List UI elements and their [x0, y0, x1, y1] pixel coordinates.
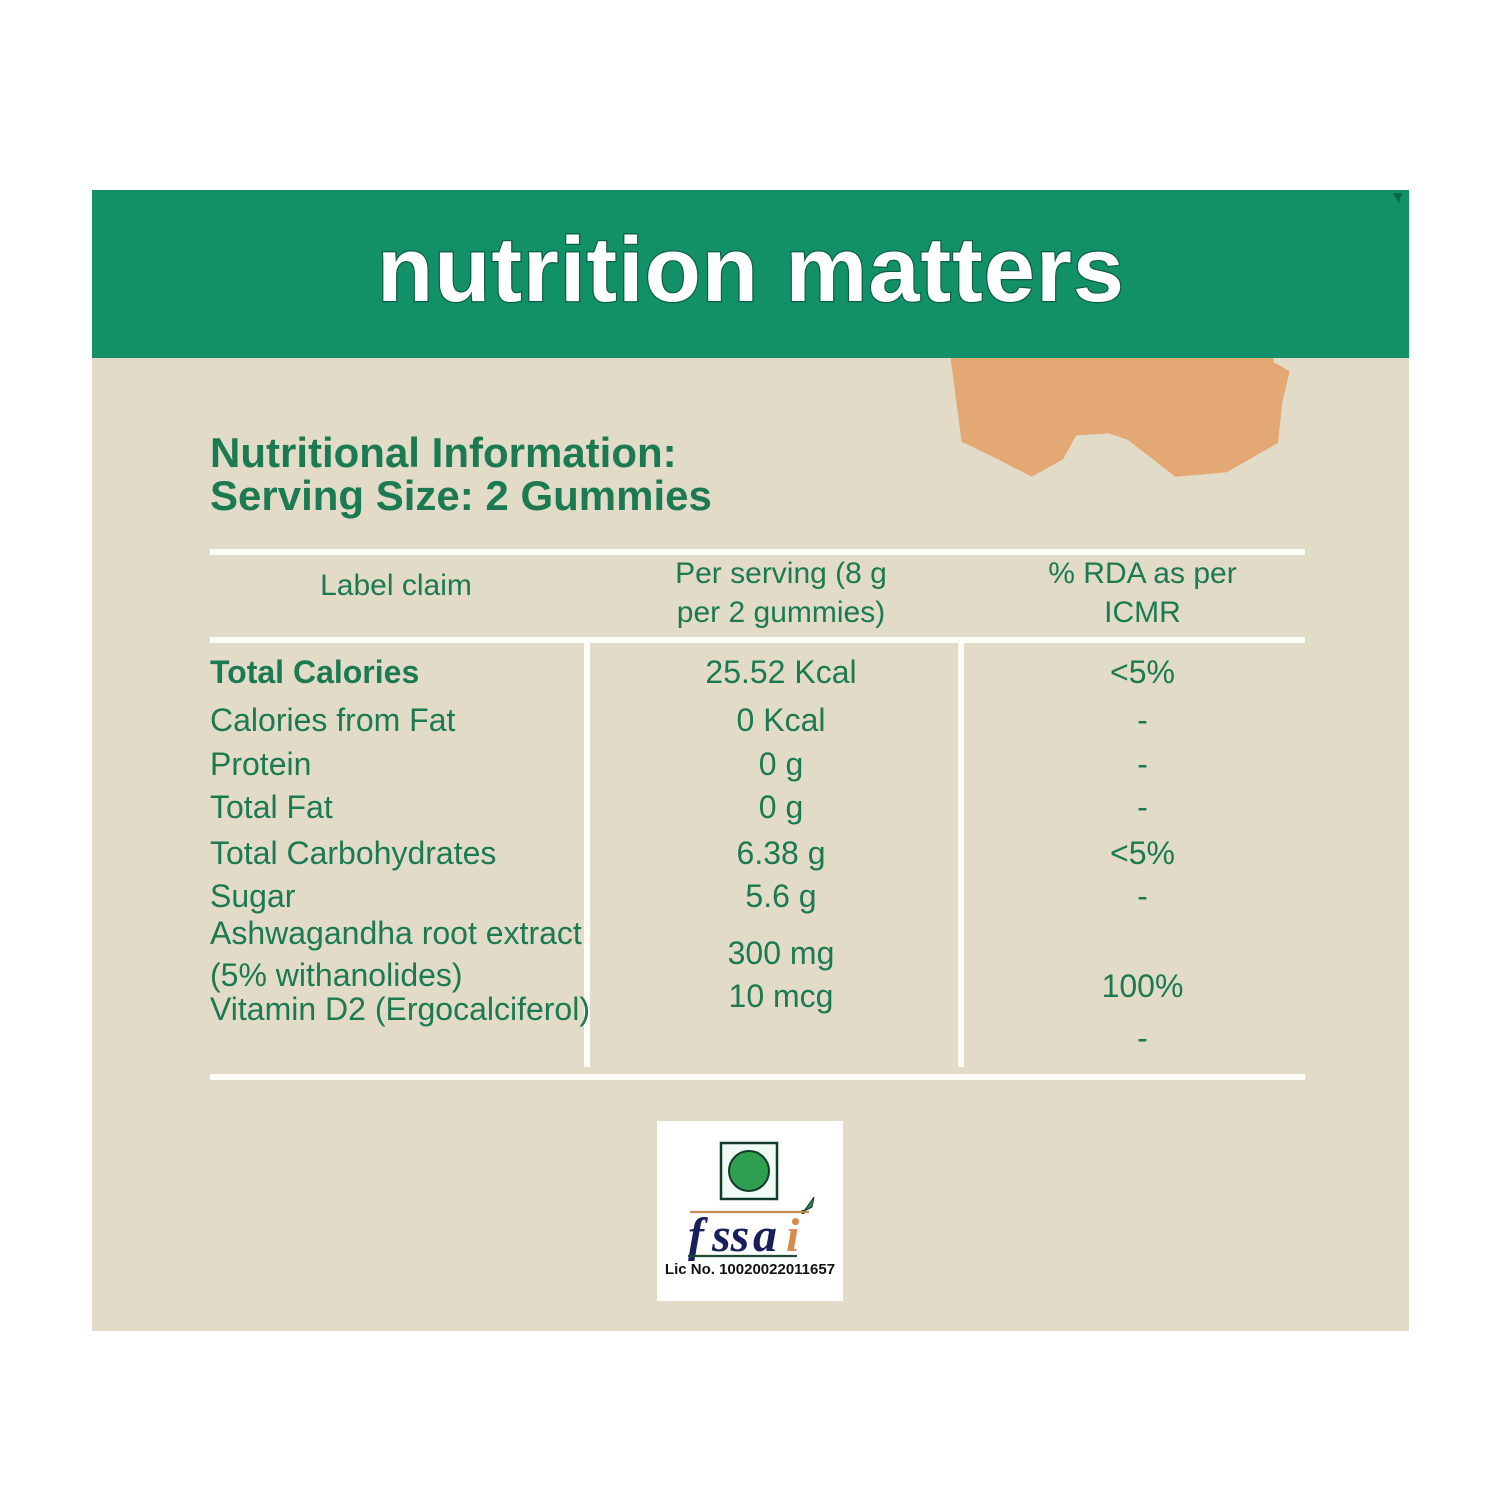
svg-text:ss: ss [711, 1209, 749, 1262]
svg-text:Lic No. 10020022011657: Lic No. 10020022011657 [665, 1261, 835, 1278]
svg-text:a: a [753, 1209, 777, 1262]
svg-text:i: i [786, 1209, 800, 1262]
svg-text:f: f [688, 1209, 708, 1262]
